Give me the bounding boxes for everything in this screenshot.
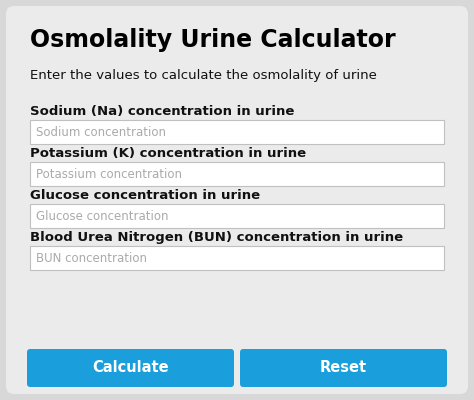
FancyBboxPatch shape	[30, 204, 444, 228]
Text: Potassium concentration: Potassium concentration	[36, 168, 182, 180]
FancyBboxPatch shape	[30, 246, 444, 270]
Text: Blood Urea Nitrogen (BUN) concentration in urine: Blood Urea Nitrogen (BUN) concentration …	[30, 231, 403, 244]
Text: Reset: Reset	[320, 360, 367, 376]
Text: BUN concentration: BUN concentration	[36, 252, 147, 264]
FancyBboxPatch shape	[30, 120, 444, 144]
Text: Glucose concentration: Glucose concentration	[36, 210, 168, 222]
Text: Sodium (Na) concentration in urine: Sodium (Na) concentration in urine	[30, 105, 294, 118]
Text: Osmolality Urine Calculator: Osmolality Urine Calculator	[30, 28, 396, 52]
FancyBboxPatch shape	[240, 349, 447, 387]
FancyBboxPatch shape	[27, 349, 234, 387]
Text: Enter the values to calculate the osmolality of urine: Enter the values to calculate the osmola…	[30, 69, 377, 82]
FancyBboxPatch shape	[30, 162, 444, 186]
Text: Calculate: Calculate	[92, 360, 169, 376]
Text: Sodium concentration: Sodium concentration	[36, 126, 166, 138]
FancyBboxPatch shape	[6, 6, 468, 394]
Text: Glucose concentration in urine: Glucose concentration in urine	[30, 189, 260, 202]
Text: Potassium (K) concentration in urine: Potassium (K) concentration in urine	[30, 147, 306, 160]
